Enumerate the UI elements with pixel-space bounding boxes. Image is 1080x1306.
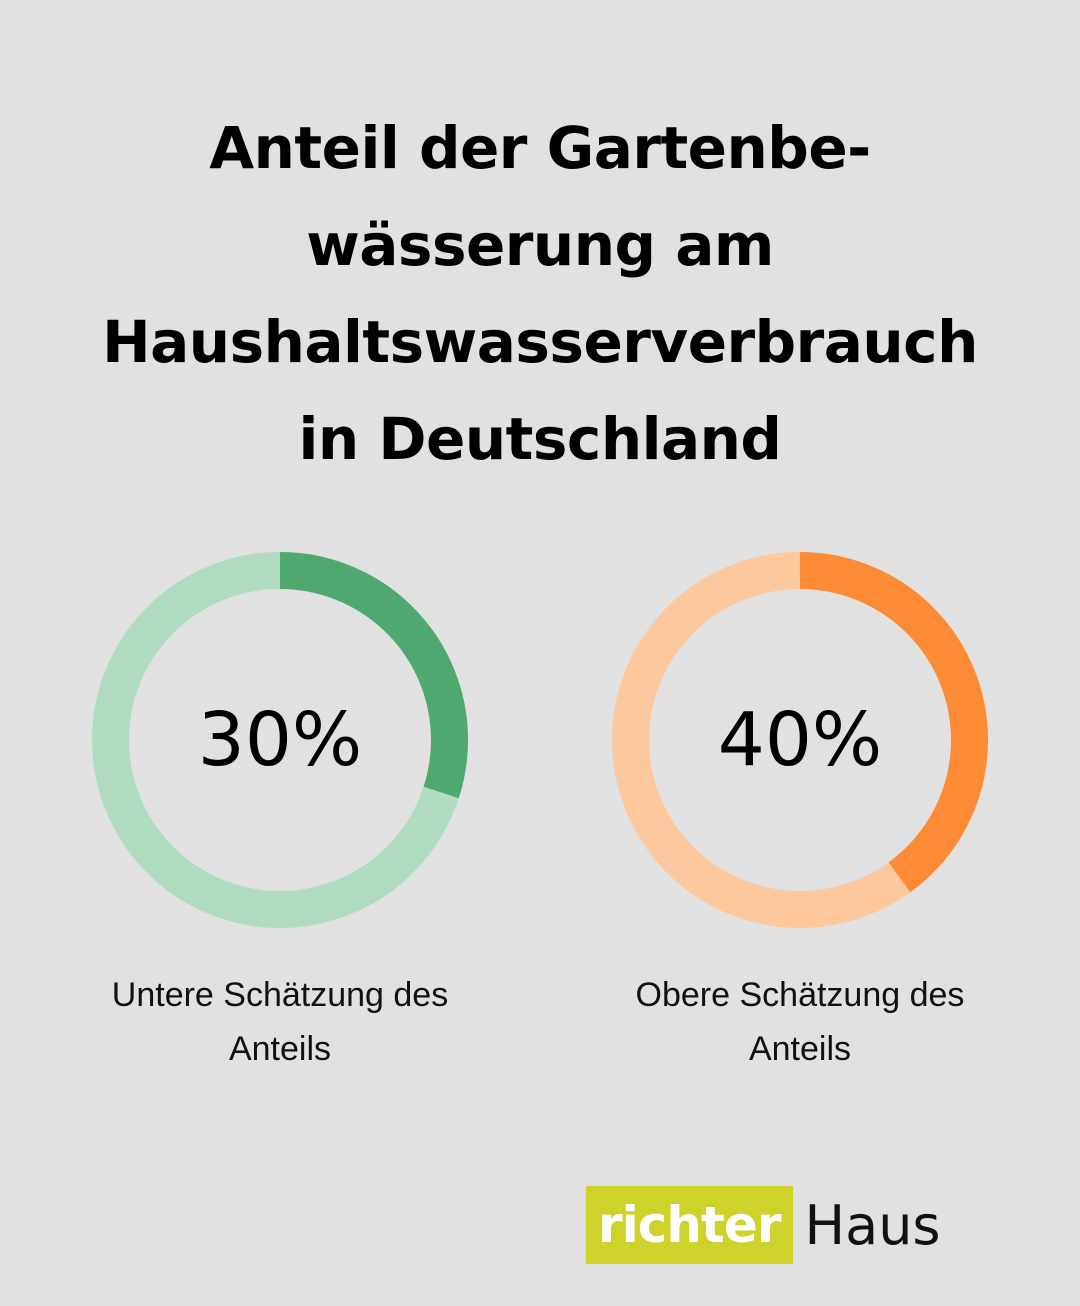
caption-line: Anteils bbox=[748, 1030, 852, 1068]
donut-arc bbox=[612, 552, 988, 928]
title-line-2: wässerung am bbox=[306, 211, 774, 279]
donut-arc bbox=[92, 552, 468, 928]
logo-box: richter bbox=[586, 1186, 793, 1264]
donut-value: 40% bbox=[717, 697, 883, 783]
donut-ring-upper bbox=[612, 552, 988, 928]
logo-word: Haus bbox=[804, 1193, 941, 1257]
caption-line: Obere Schätzung des bbox=[635, 976, 965, 1014]
title-line-3: Haushaltswasserverbrauch bbox=[102, 308, 978, 376]
donut-upper-estimate: 40% bbox=[612, 552, 988, 928]
caption-lower-estimate: Untere Schätzung des Anteils bbox=[20, 968, 540, 1076]
chart-title: Anteil der Gartenbe- wässerung am Hausha… bbox=[0, 100, 1080, 488]
donut-ring-lower bbox=[92, 552, 468, 928]
donut-lower-estimate: 30% bbox=[92, 552, 468, 928]
brand-logo: richter Haus bbox=[586, 1186, 941, 1264]
donut-value: 30% bbox=[197, 697, 363, 783]
title-line-4: in Deutschland bbox=[298, 405, 782, 473]
title-line-1: Anteil der Gartenbe- bbox=[209, 114, 871, 182]
caption-line: Anteils bbox=[228, 1030, 332, 1068]
caption-upper-estimate: Obere Schätzung des Anteils bbox=[540, 968, 1060, 1076]
caption-line: Untere Schätzung des bbox=[111, 976, 449, 1014]
